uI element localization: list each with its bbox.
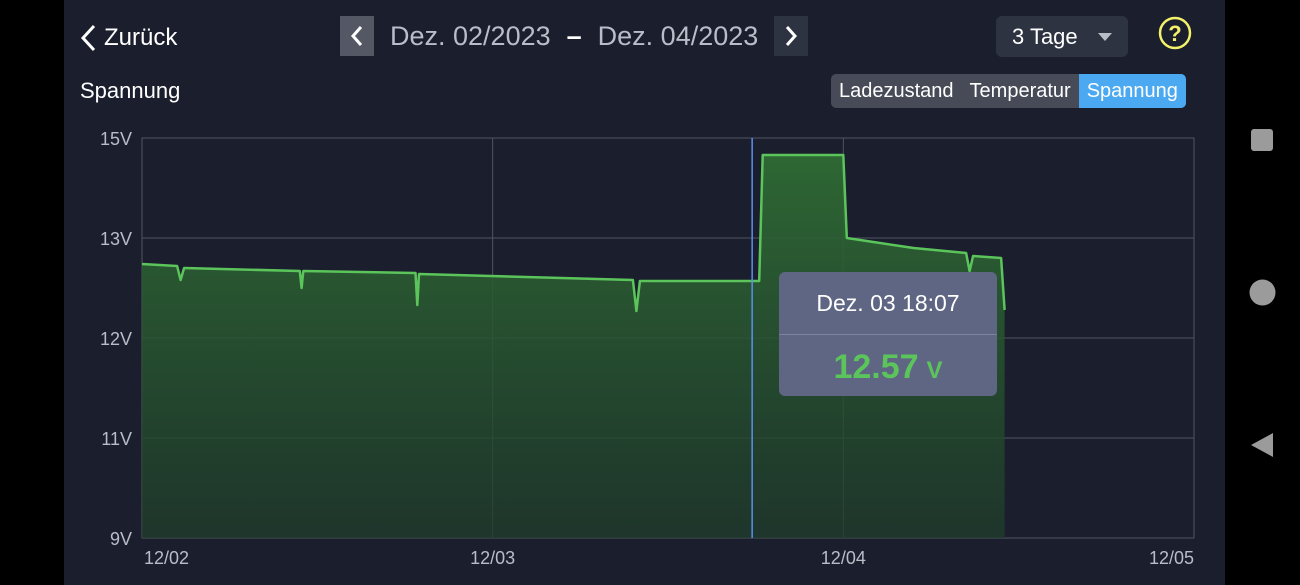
- x-tick-label: 12/02: [144, 548, 189, 568]
- y-tick-label: 11V: [101, 429, 132, 449]
- svg-text:?: ?: [1168, 21, 1181, 46]
- triangle-back-icon[interactable]: [1250, 432, 1274, 458]
- caret-down-icon: [1098, 32, 1112, 41]
- date-to: Dez. 04/2023: [597, 20, 759, 51]
- voltage-chart[interactable]: 9V 11V 12V 13V 15V 12/02 12/03 12/04 12/05: [64, 120, 1225, 580]
- chevron-right-icon: [786, 26, 798, 46]
- tab-spannung[interactable]: Spannung: [1078, 74, 1186, 108]
- date-from: Dez. 02/2023: [390, 20, 551, 51]
- range-dropdown[interactable]: 3 Tage: [996, 16, 1128, 57]
- date-separator: –: [566, 20, 582, 51]
- x-tick-label: 12/04: [821, 548, 866, 568]
- series-area: [142, 155, 1005, 538]
- chevron-left-icon: [80, 24, 96, 52]
- tooltip-time: Dez. 03 18:07: [779, 272, 997, 335]
- tooltip-unit: V: [926, 357, 943, 384]
- next-period-button[interactable]: [774, 16, 809, 56]
- back-label: Zurück: [104, 24, 178, 51]
- y-tick-label: 12V: [100, 329, 132, 349]
- tab-temperatur[interactable]: Temperatur: [969, 80, 1071, 102]
- date-range-bar: Dez. 02/2023 – Dez. 04/2023: [340, 16, 809, 56]
- tooltip-value-row: 12.57 V: [779, 335, 997, 397]
- back-button[interactable]: Zurück: [78, 20, 177, 56]
- circle-icon[interactable]: [1249, 279, 1276, 306]
- chevron-left-icon: [350, 26, 363, 46]
- y-tick-label: 15V: [100, 129, 132, 149]
- tooltip-value: 12.57: [833, 348, 919, 386]
- previous-period-button[interactable]: [340, 16, 374, 56]
- series-line: [141, 153, 1006, 313]
- value-tooltip: Dez. 03 18:07 12.57 V: [779, 272, 997, 396]
- app-window: Zurück Dez. 02/2023 – Dez. 04/2023 3 Tag…: [64, 0, 1225, 585]
- tab-ladezustand[interactable]: Ladezustand: [839, 80, 954, 102]
- help-icon[interactable]: ?: [1158, 16, 1192, 50]
- range-label: 3 Tage: [1012, 23, 1078, 49]
- metric-tabs: Ladezustand Temperatur Spannung: [831, 74, 1186, 108]
- section-title: Spannung: [80, 78, 181, 103]
- y-tick-label: 13V: [100, 229, 132, 249]
- x-tick-label: 12/03: [470, 548, 515, 568]
- y-tick-label: 9V: [110, 529, 132, 549]
- x-tick-label: 12/05: [1149, 548, 1194, 568]
- system-navigation-bar: [1225, 0, 1300, 585]
- square-icon[interactable]: [1250, 128, 1274, 152]
